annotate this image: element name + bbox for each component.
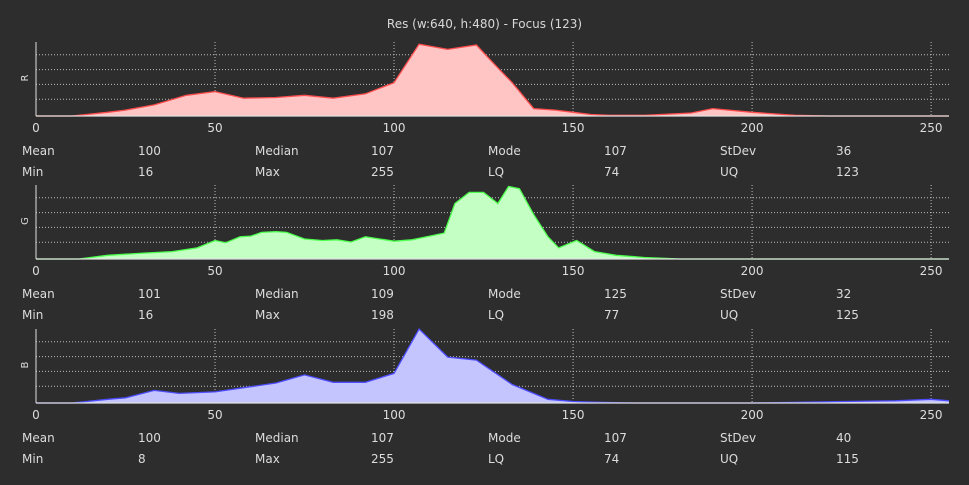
stat-label: Max bbox=[255, 308, 280, 322]
x-tick-label: 50 bbox=[207, 408, 222, 422]
histogram-line bbox=[36, 185, 949, 260]
stat-value: 107 bbox=[371, 431, 394, 445]
stat-label: UQ bbox=[720, 165, 739, 179]
stat-value: 107 bbox=[604, 431, 627, 445]
stat-label: Median bbox=[255, 431, 299, 445]
stat-value: 16 bbox=[138, 308, 154, 322]
histogram-panel-red: 0 50 100 150 200 250 R Mean 100 Median 107 Mode 107… bbox=[0, 42, 969, 186]
stat-value: 32 bbox=[836, 287, 852, 301]
stat-value: 74 bbox=[604, 165, 620, 179]
stat-value: 123 bbox=[836, 165, 859, 179]
x-tick-label: 100 bbox=[383, 121, 406, 135]
stat-value: 107 bbox=[604, 144, 627, 158]
stat-value: 8 bbox=[138, 452, 146, 466]
stat-label: StDev bbox=[720, 431, 757, 445]
stat-value: 16 bbox=[138, 165, 154, 179]
stat-label: StDev bbox=[720, 287, 757, 301]
histogram-panel-blue: 0 50 100 150 200 250 B Mean 100 Median 107 Mode 107… bbox=[0, 327, 969, 473]
histogram-line bbox=[36, 43, 949, 117]
histogram-area bbox=[36, 329, 949, 403]
x-tick-label: 0 bbox=[32, 264, 40, 278]
histogram-area bbox=[36, 186, 949, 259]
x-tick-label: 250 bbox=[920, 121, 943, 135]
channel-label: G bbox=[20, 217, 31, 225]
stat-value: 255 bbox=[371, 165, 394, 179]
stat-value: 255 bbox=[371, 452, 394, 466]
stat-value: 74 bbox=[604, 452, 620, 466]
x-tick-label: 100 bbox=[383, 264, 406, 278]
stat-value: 40 bbox=[836, 431, 852, 445]
stat-label: UQ bbox=[720, 308, 739, 322]
x-tick-label: 100 bbox=[383, 408, 406, 422]
x-tick-label: 200 bbox=[741, 121, 764, 135]
x-tick-label: 50 bbox=[207, 264, 222, 278]
histogram-panel-green: 0 50 100 150 200 250 G Mean 101 Median 109 Mode 125… bbox=[0, 185, 969, 329]
stat-label: Mean bbox=[22, 144, 55, 158]
stat-label: Mode bbox=[488, 287, 521, 301]
stat-value: 77 bbox=[604, 308, 620, 322]
stat-label: Mode bbox=[488, 431, 521, 445]
stat-value: 36 bbox=[836, 144, 852, 158]
stat-label: Median bbox=[255, 287, 299, 301]
stat-label: Min bbox=[22, 308, 44, 322]
stat-value: 101 bbox=[138, 287, 161, 301]
x-tick-label: 0 bbox=[32, 121, 40, 135]
stat-label: LQ bbox=[488, 165, 505, 179]
x-tick-label: 0 bbox=[32, 408, 40, 422]
stat-label: LQ bbox=[488, 308, 505, 322]
x-tick-label: 250 bbox=[920, 408, 943, 422]
x-tick-label: 150 bbox=[562, 408, 585, 422]
stat-label: Min bbox=[22, 452, 44, 466]
x-tick-label: 150 bbox=[562, 121, 585, 135]
stat-value: 115 bbox=[836, 452, 859, 466]
channel-label: B bbox=[20, 361, 31, 368]
stat-label: Max bbox=[255, 165, 280, 179]
stat-value: 107 bbox=[371, 144, 394, 158]
x-tick-label: 250 bbox=[920, 264, 943, 278]
stat-label: UQ bbox=[720, 452, 739, 466]
stat-label: Median bbox=[255, 144, 299, 158]
stat-value: 198 bbox=[371, 308, 394, 322]
stat-label: Mean bbox=[22, 287, 55, 301]
x-tick-label: 150 bbox=[562, 264, 585, 278]
stat-label: Mode bbox=[488, 144, 521, 158]
histogram-chart-green: 0 50 100 150 200 250 G bbox=[20, 185, 949, 278]
stat-label: Max bbox=[255, 452, 280, 466]
channel-label: R bbox=[20, 74, 31, 81]
stat-label: LQ bbox=[488, 452, 505, 466]
stat-label: Mean bbox=[22, 431, 55, 445]
stat-label: Min bbox=[22, 165, 44, 179]
stat-value: 100 bbox=[138, 431, 161, 445]
stat-value: 109 bbox=[371, 287, 394, 301]
stat-value: 100 bbox=[138, 144, 161, 158]
histogram-chart-red: 0 50 100 150 200 250 R bbox=[20, 42, 949, 135]
histogram-chart-blue: 0 50 100 150 200 250 B bbox=[20, 327, 950, 422]
stat-value: 125 bbox=[836, 308, 859, 322]
x-tick-label: 200 bbox=[741, 264, 764, 278]
window-title: Res (w:640, h:480) - Focus (123) bbox=[386, 17, 583, 31]
stat-value: 125 bbox=[604, 287, 627, 301]
x-tick-label: 50 bbox=[207, 121, 222, 135]
stat-label: StDev bbox=[720, 144, 757, 158]
x-tick-label: 200 bbox=[741, 408, 764, 422]
